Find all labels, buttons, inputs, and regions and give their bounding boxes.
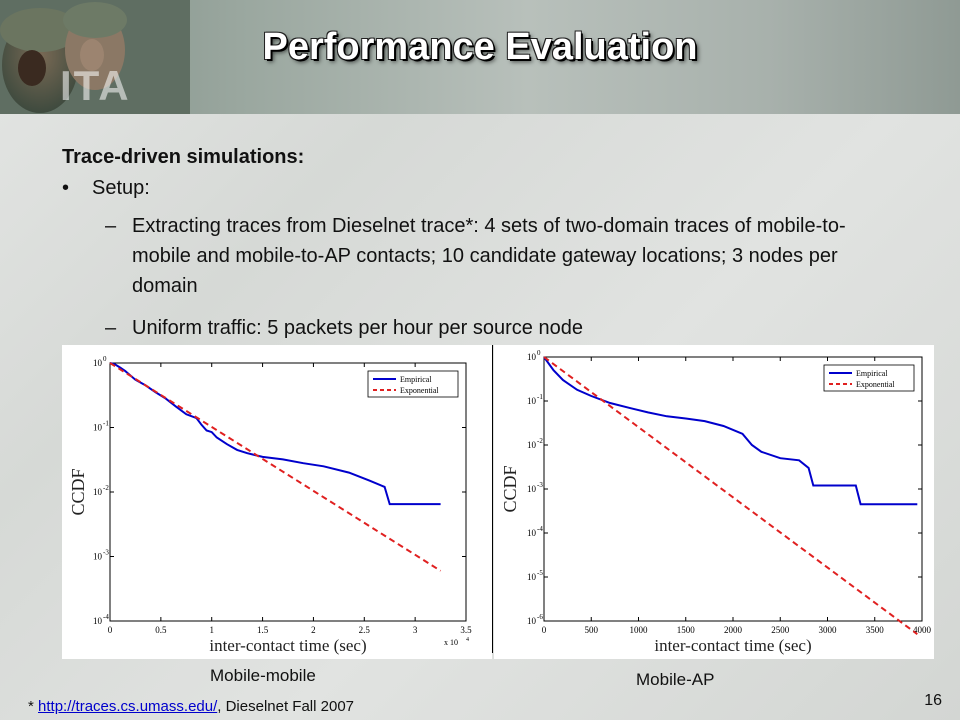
legend-label: Empirical	[856, 369, 888, 378]
footnote-suffix: , Dieselnet Fall 2007	[217, 698, 355, 715]
y-tick-exponent: -4	[537, 525, 543, 533]
bullet-text: Setup:	[92, 177, 150, 199]
caption-mobile-mobile: Mobile-mobile	[210, 666, 316, 685]
y-tick-exponent: -3	[537, 481, 543, 489]
series-empirical-line	[543, 356, 918, 506]
subbullet-traces: – Extracting traces from Dieselnet trace…	[105, 211, 885, 301]
x-multiplier-exponent: 4	[466, 637, 469, 643]
chart-divider	[492, 345, 493, 653]
y-tick-exponent: -5	[537, 569, 543, 577]
page-number: 16	[924, 692, 942, 709]
soldier-emblem-icon	[0, 0, 190, 114]
x-tick-label: 2000	[724, 625, 743, 635]
y-tick-exponent: -2	[103, 484, 109, 492]
legend-label: Exponential	[856, 380, 895, 389]
x-tick-label: 0	[542, 625, 547, 635]
series-exponential-line	[109, 362, 442, 572]
header-banner: ITA	[0, 0, 960, 114]
y-axis-label: CCDF	[68, 468, 88, 515]
caption-mobile-ap: Mobile-AP	[636, 670, 715, 689]
legend-box	[367, 370, 459, 398]
chart-panel-mobile-ap: 0 500 1000 1500 2000 2500 3000 3500 4000 10 0 10 -1 1…	[494, 345, 934, 659]
banner-logo: ITA	[60, 62, 131, 109]
slide-title: Performance Evaluation	[262, 26, 698, 68]
subbullet-text: Extracting traces from Dieselnet trace*:…	[132, 215, 846, 297]
bullet-symbol: •	[62, 177, 70, 199]
y-tick-exponent: -6	[537, 613, 543, 621]
y-tick-exponent: -1	[537, 393, 543, 401]
series-exponential-line	[543, 356, 918, 636]
y-tick-exponent: -4	[103, 613, 109, 621]
x-tick-label: 0	[108, 625, 113, 635]
x-tick-label: 3500	[866, 625, 885, 635]
x-multiplier: x 10	[444, 638, 458, 647]
y-tick-exponent: 0	[103, 355, 107, 363]
y-tick-exponent: 0	[537, 349, 541, 357]
plot-area	[543, 356, 923, 622]
dash-symbol: –	[105, 215, 117, 237]
x-tick-label: 1	[209, 625, 214, 635]
y-tick-label: 10	[527, 616, 537, 626]
x-tick-label: 3000	[819, 625, 838, 635]
x-tick-label: 4000	[913, 625, 932, 635]
y-tick-label: 10	[527, 484, 537, 494]
y-tick-exponent: -3	[103, 549, 109, 557]
x-tick-label: 500	[585, 625, 599, 635]
y-tick-label: 10	[93, 487, 103, 497]
x-tick-label: 2	[311, 625, 316, 635]
x-tick-label: 2.5	[359, 625, 371, 635]
x-tick-label: 1000	[630, 625, 649, 635]
y-tick-label: 10	[527, 352, 537, 362]
bullet-setup: • Setup:	[62, 177, 150, 200]
y-tick-label: 10	[93, 552, 103, 562]
subbullet-traffic: – Uniform traffic: 5 packets per hour pe…	[105, 313, 885, 343]
y-tick-label: 10	[527, 528, 537, 538]
section-heading: Trace-driven simulations:	[62, 146, 305, 168]
subbullet-text: Uniform traffic: 5 packets per hour per …	[132, 317, 583, 339]
x-tick-label: 0.5	[155, 625, 167, 635]
y-tick-label: 10	[93, 358, 103, 368]
legend-label: Exponential	[400, 386, 439, 395]
legend-label: Empirical	[400, 375, 432, 384]
y-tick-label: 10	[93, 616, 103, 626]
y-axis-label: CCDF	[500, 465, 520, 512]
x-tick-label: 2500	[771, 625, 790, 635]
y-tick-label: 10	[527, 396, 537, 406]
x-tick-label: 3.5	[460, 625, 472, 635]
y-tick-label: 10	[527, 572, 537, 582]
x-tick-label: 1.5	[257, 625, 269, 635]
y-tick-exponent: -2	[537, 437, 543, 445]
y-tick-label: 10	[93, 423, 103, 433]
x-axis-label: inter-contact time (sec)	[654, 636, 811, 655]
footnote: * http://traces.cs.umass.edu/, Dieselnet…	[28, 698, 354, 715]
x-tick-label: 1500	[677, 625, 696, 635]
dash-symbol: –	[105, 317, 117, 339]
chart-panel-mobile-mobile: 0 0.5 1 1.5 2 2.5 3 3.5 10 0 10 -1 10 -2 10 -3 10 -4 x 10 4…	[62, 345, 492, 659]
y-tick-label: 10	[527, 440, 537, 450]
x-tick-label: 3	[413, 625, 418, 635]
x-axis-label: inter-contact time (sec)	[209, 636, 366, 655]
footnote-prefix: *	[28, 698, 39, 715]
y-tick-exponent: -1	[103, 420, 109, 428]
legend-box	[823, 364, 915, 392]
footnote-link[interactable]: http://traces.cs.umass.edu/	[38, 698, 218, 715]
plot-area	[109, 362, 467, 622]
